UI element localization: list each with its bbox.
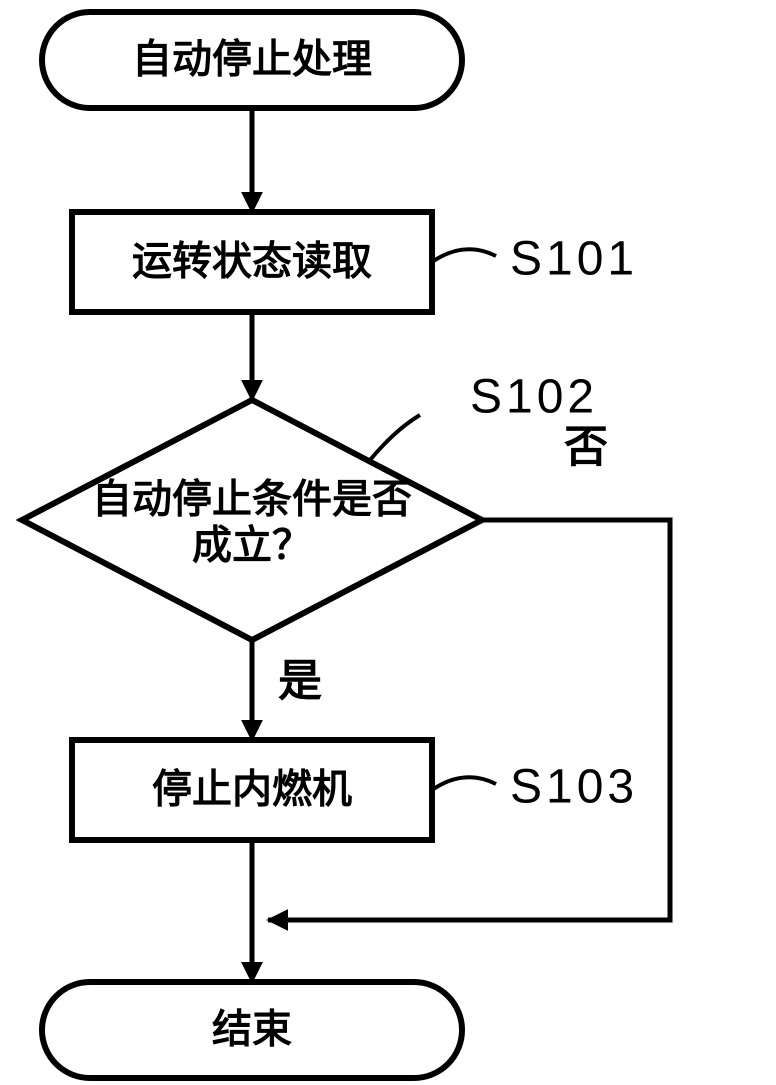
decision-s102-line2: 成立？	[192, 524, 312, 568]
end-label: 结束	[212, 1008, 292, 1052]
tick-s102	[370, 415, 420, 460]
step-label-s101: S101	[510, 233, 638, 286]
branch-yes: 是	[278, 657, 322, 706]
process-s101-label: 运转状态读取	[132, 240, 372, 284]
step-label-s102: S102	[470, 371, 598, 424]
tick-s103	[432, 777, 496, 790]
step-label-s103: S103	[510, 761, 638, 814]
decision-s102-line1: 自动停止条件是否	[92, 478, 412, 522]
branch-no: 否	[564, 423, 608, 472]
tick-s101	[432, 249, 496, 262]
process-s103-label: 停止内燃机	[152, 768, 352, 812]
start-label: 自动停止处理	[132, 38, 372, 82]
edge-no-branch	[268, 520, 670, 920]
